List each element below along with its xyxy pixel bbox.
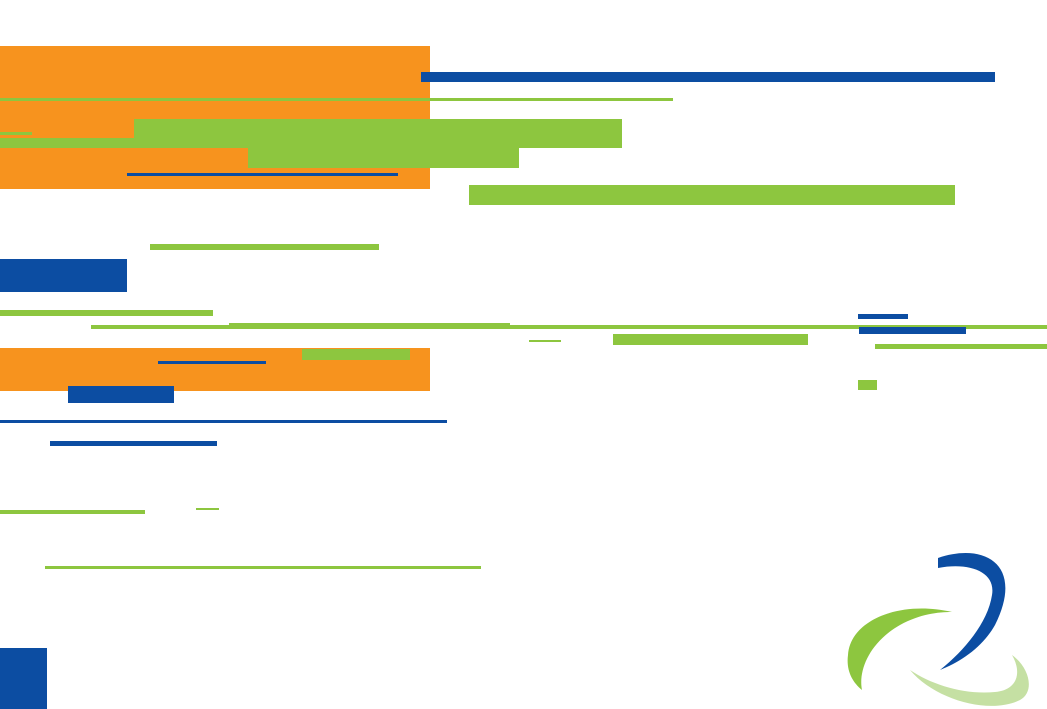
green-tick-left [0,132,32,135]
blue-line-under-green [127,173,398,176]
green-tick-lower [196,508,219,510]
green-bar-short-1 [150,244,379,250]
logo-green-arc [847,608,952,690]
green-tick-mid [529,340,561,342]
swirl-logo-icon [847,553,1029,706]
blue-line-short [50,441,217,446]
green-bar-short-2 [0,310,213,316]
green-square-right [858,380,877,390]
blue-bar-top-right [421,72,995,82]
green-line-mid-1 [91,325,1047,329]
green-bar-mid-right [613,334,808,345]
green-block-in-orange [302,349,410,360]
green-line-lower-long [45,566,481,569]
blue-tick-right-1 [858,314,908,319]
green-bar-wide-1 [134,119,622,148]
green-bar-left-strip [0,138,134,148]
blue-line-in-orange [158,361,266,364]
logo-light-green-arc [910,655,1029,706]
blue-block-left [0,259,127,292]
green-bar-wide-2 [248,148,519,168]
green-line-mid-2 [229,323,510,326]
blue-line-long [0,420,447,423]
blue-bar-right-1 [859,327,966,334]
blue-block-mid [68,386,174,403]
logo-blue-arc [938,553,1006,670]
green-bar-right-wide [469,185,955,205]
green-line-top [0,98,673,101]
green-line-right [875,344,1047,349]
blue-block-bottom-left [0,648,47,709]
green-bar-lower-1 [0,510,145,514]
